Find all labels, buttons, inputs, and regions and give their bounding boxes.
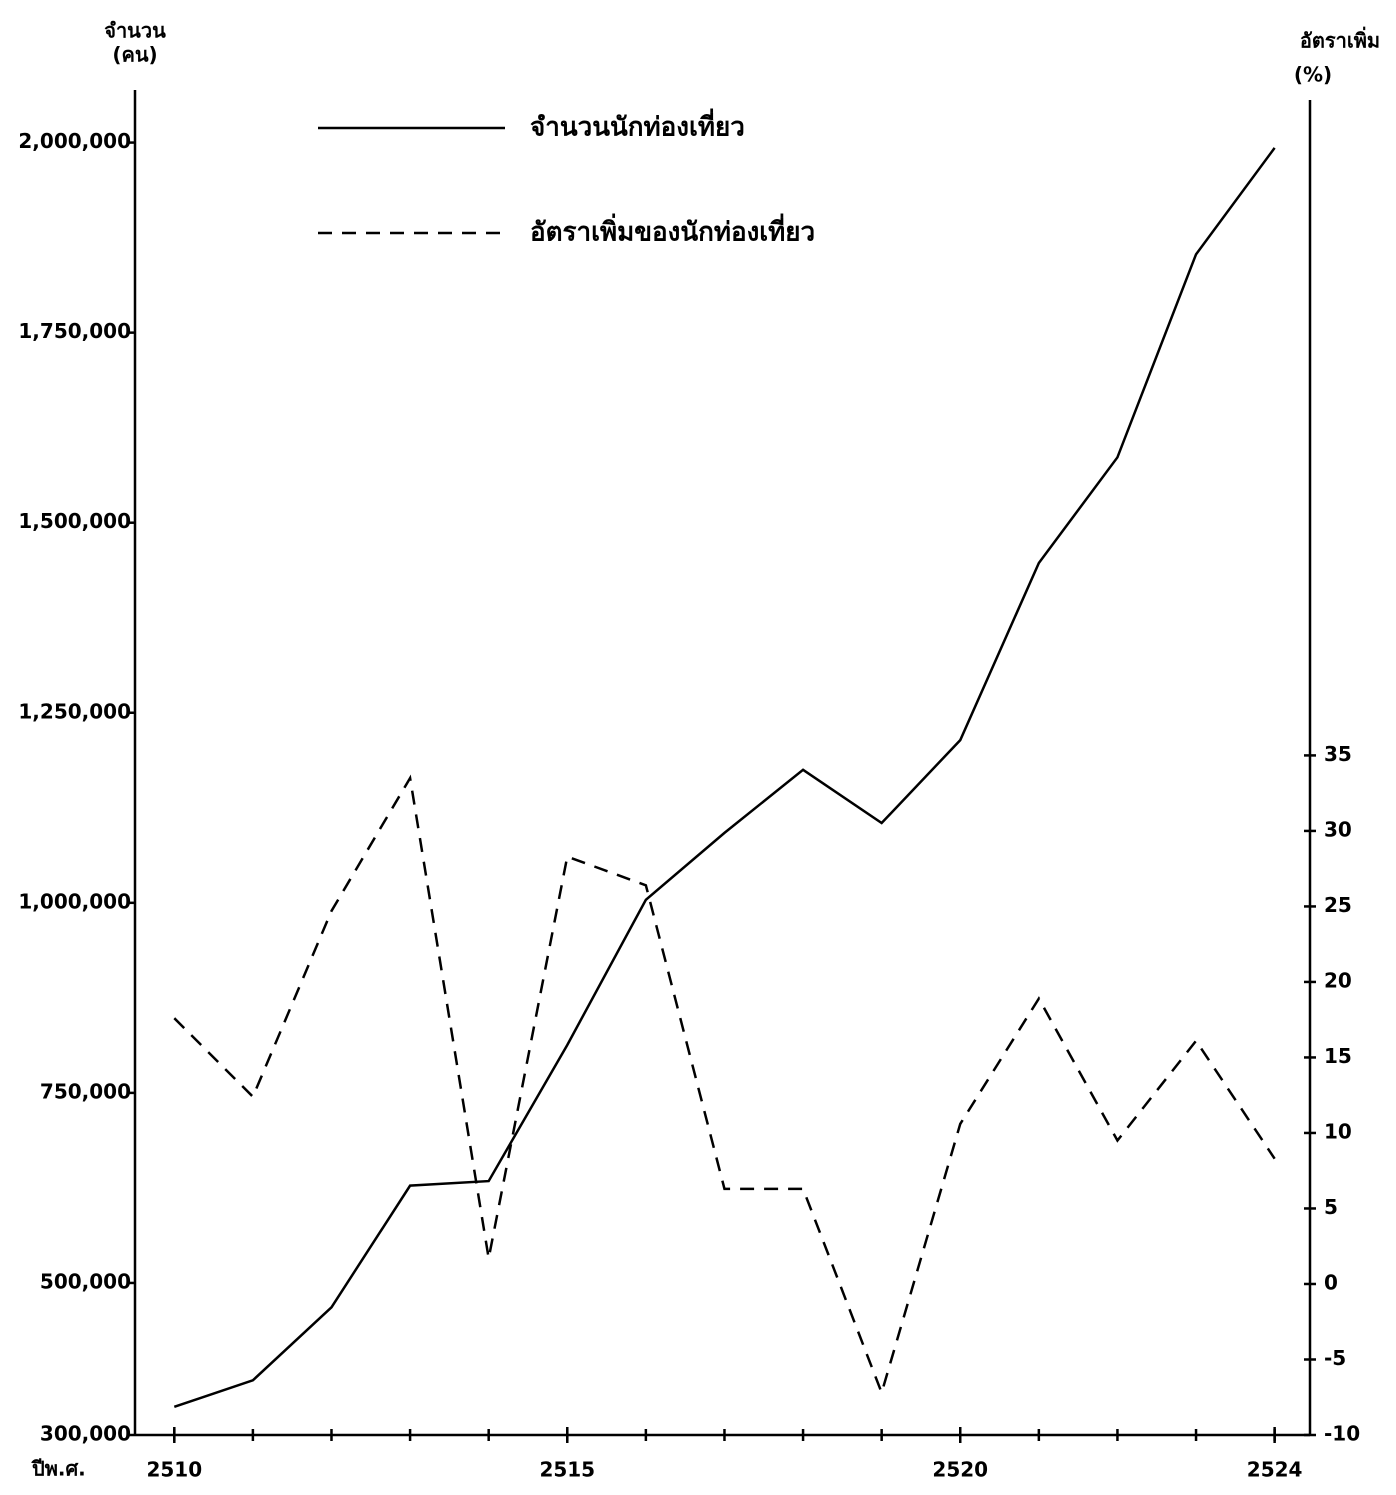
y-tick-label: 500,000 — [40, 1269, 131, 1293]
y2-tick-label: 0 — [1324, 1270, 1338, 1294]
legend-label: อัตราเพิ่มของนักท่องเที่ยว — [530, 213, 815, 248]
y-tick-label: 1,250,000 — [18, 699, 131, 723]
y2-tick-label: 20 — [1324, 968, 1352, 992]
x-tick-label: 2515 — [539, 1458, 595, 1482]
y-label: (คน) — [112, 43, 157, 67]
y2-tick-label: 15 — [1324, 1044, 1352, 1068]
y-tick-label: 1,000,000 — [18, 889, 131, 913]
y2-tick-label: -5 — [1324, 1346, 1346, 1370]
y-tick-label: 750,000 — [40, 1079, 131, 1103]
data-line — [173, 147, 1276, 1409]
y-tick-label: 1,750,000 — [18, 319, 131, 343]
y2-label: อัตราเพิ่ม — [1300, 26, 1380, 53]
y2-tick-label: 35 — [1324, 742, 1352, 766]
y-label: จำนวน — [104, 19, 166, 43]
y-tick-label: 1,500,000 — [18, 509, 131, 533]
y-tick-label: 2,000,000 — [18, 129, 131, 153]
y2-tick-label: 10 — [1324, 1119, 1352, 1143]
y2-tick-label: 30 — [1324, 817, 1352, 841]
x-label: ปีพ.ศ. — [31, 1457, 86, 1481]
y2-tick-label: 25 — [1324, 893, 1352, 917]
x-tick-label: 2510 — [146, 1458, 202, 1482]
y-tick-label: 300,000 — [40, 1422, 131, 1446]
y2-label: (%) — [1294, 63, 1332, 87]
legend-label: จำนวนนักท่องเที่ยว — [530, 108, 745, 143]
y2-tick-label: -10 — [1324, 1422, 1360, 1446]
y2-tick-label: 5 — [1324, 1195, 1338, 1219]
data-line — [173, 774, 1276, 1397]
x-tick-label: 2524 — [1247, 1458, 1303, 1482]
x-tick-label: 2520 — [932, 1458, 988, 1482]
